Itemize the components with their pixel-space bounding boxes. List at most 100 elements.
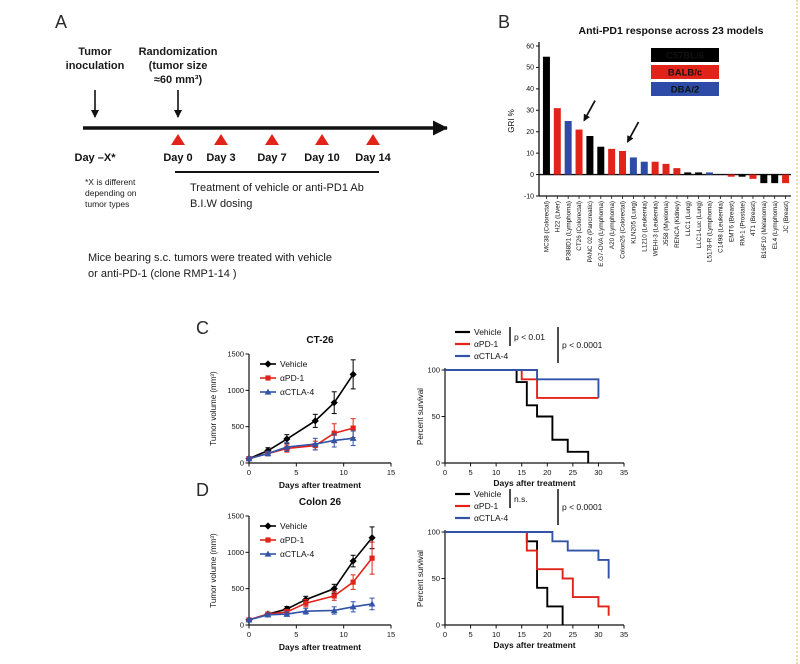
annotation-arrow (583, 100, 596, 122)
tumor-inoculation-label: Tumor inoculation (65, 46, 125, 72)
x-tick-label: 15 (518, 630, 526, 639)
panel-d-label: D (196, 480, 210, 500)
y-axis-label: GRI % (507, 109, 516, 133)
x-tick-label: J558 (Myeloma) (663, 201, 670, 246)
legend: C57BL/6 BALB/c DBA/2 (651, 48, 719, 96)
bar (662, 163, 670, 175)
x-tick-label: PANC 02 (Pancreatic) (587, 201, 594, 262)
x-tick-label: E.G7-OVA (Lymphoma) (598, 201, 605, 267)
x-tick-label: 10 (339, 630, 347, 639)
x-tick-label: 25 (569, 630, 577, 639)
y-tick-label: 20 (526, 129, 534, 136)
legend-label: αPD-1 (280, 535, 305, 545)
anti-pd1-response-bar-chart: Anti-PD1 response across 23 models -10 0 10… (507, 25, 791, 267)
bar (684, 172, 692, 175)
day-label: Day 10 (304, 152, 339, 164)
x-tick-label: JC (Breast) (783, 201, 790, 233)
p-value-2: p < 0.0001 (562, 502, 603, 512)
bar (727, 174, 735, 177)
y-axis-label: Percent survival (416, 550, 425, 607)
triangle-marker (283, 610, 291, 617)
y-tick-label: 0 (436, 459, 440, 468)
timeline-footnote: *X is different depending on tumor types (85, 177, 137, 209)
bar (705, 172, 713, 175)
legend: Vehicle αPD-1 αCTLA-4 (260, 359, 314, 397)
x-tick-label: 4T1 (Breast) (750, 201, 757, 236)
square-marker (331, 430, 337, 436)
p-value-2: p < 0.0001 (562, 340, 603, 350)
y-tick-label: 1000 (227, 548, 244, 557)
dose-triangle (171, 134, 185, 145)
y-tick-label: 60 (526, 43, 534, 50)
annotation-arrow (626, 121, 640, 143)
x-tick-label: WEHI-3 (Leukemia) (652, 201, 659, 256)
legend-swatch (651, 48, 719, 62)
square-marker (265, 537, 271, 543)
x-tick-label: 10 (339, 468, 347, 477)
x-tick-label: 20 (543, 630, 551, 639)
x-tick-label: 5 (294, 468, 298, 477)
legend-label: Vehicle (474, 327, 502, 337)
legend-label: αCTLA-4 (280, 387, 314, 397)
x-tick-label: EMT6 (Breast) (728, 201, 735, 242)
x-tick-label: 15 (387, 468, 395, 477)
square-marker (350, 579, 356, 585)
bar (586, 136, 594, 175)
day-label: Day 14 (355, 152, 391, 164)
ct26-survival-chart: 0 50 100 0 5 10 15 20 25 30 35 Percent survival Days… (416, 327, 628, 488)
triangle-marker (245, 616, 253, 623)
x-tick-label: 35 (620, 468, 628, 477)
legend: Vehicle αPD-1 αCTLA-4 (455, 489, 508, 523)
legend: Vehicle αPD-1 αCTLA-4 (455, 327, 508, 361)
bar (695, 172, 703, 175)
figure-caption: Mice bearing s.c. tumors were treated wi… (88, 252, 332, 280)
survival-curve-αPD-1 (445, 369, 599, 399)
day-label: Day 0 (163, 152, 192, 164)
bar (651, 161, 659, 175)
ct26-tumor-growth-chart: CT-26 0 500 1000 1500 0 5 10 15 Tumor volume (mm³… (209, 335, 395, 490)
y-tick-label: -10 (524, 193, 534, 200)
day-label: Day –X* (75, 152, 117, 164)
triangle-marker (349, 603, 357, 610)
survival-curve-αCTLA-4 (445, 531, 610, 579)
survival-curve-αCTLA-4 (445, 369, 600, 398)
x-tick-label: RM-1 (Prostate) (739, 201, 746, 246)
x-tick-label: 10 (492, 630, 500, 639)
y-tick-label: 40 (526, 86, 534, 93)
day-label: Day 7 (257, 152, 286, 164)
x-tick-label: L1210 (Leukemia) (641, 201, 648, 252)
p-value-1: p < 0.01 (514, 332, 545, 342)
x-axis-label: Days after treatment (493, 478, 575, 488)
randomization-label: Randomization (tumor size ≈60 mm³) (138, 46, 218, 86)
chart-title: Colon 26 (299, 497, 342, 508)
bar (619, 151, 627, 175)
bar (640, 161, 648, 175)
x-tick-label: 10 (492, 468, 500, 477)
survival-curve-αPD-1 (445, 531, 610, 616)
x-tick-label: Colon26 (Colorectal) (620, 201, 627, 259)
y-tick-label: 1500 (227, 512, 244, 521)
triangle-marker (368, 600, 376, 607)
y-axis-label: Tumor volume (mm³) (209, 371, 218, 446)
y-tick-label: 10 (526, 150, 534, 157)
y-tick-label: 0 (240, 621, 244, 630)
legend-label: αPD-1 (280, 373, 305, 383)
chart-title: CT-26 (306, 335, 334, 346)
triangle-marker (264, 450, 272, 457)
legend-label: αPD-1 (474, 339, 499, 349)
x-axis-label: Days after treatment (279, 480, 361, 490)
series-line (248, 437, 354, 460)
x-tick-label: B16F10 (Melanoma) (761, 201, 768, 258)
x-tick-label: A20 (Lymphoma) (609, 201, 616, 249)
legend-label: BALB/c (668, 68, 702, 79)
triangle-marker (264, 388, 272, 395)
x-axis-label: Days after treatment (279, 642, 361, 652)
x-tick-label: H22 (Liver) (555, 201, 562, 232)
x-tick-label: 25 (569, 468, 577, 477)
survival-curve-Vehicle (445, 531, 564, 625)
bar (597, 146, 605, 175)
x-tick-label: 5 (294, 630, 298, 639)
bar (553, 108, 561, 175)
y-tick-label: 50 (526, 65, 534, 72)
